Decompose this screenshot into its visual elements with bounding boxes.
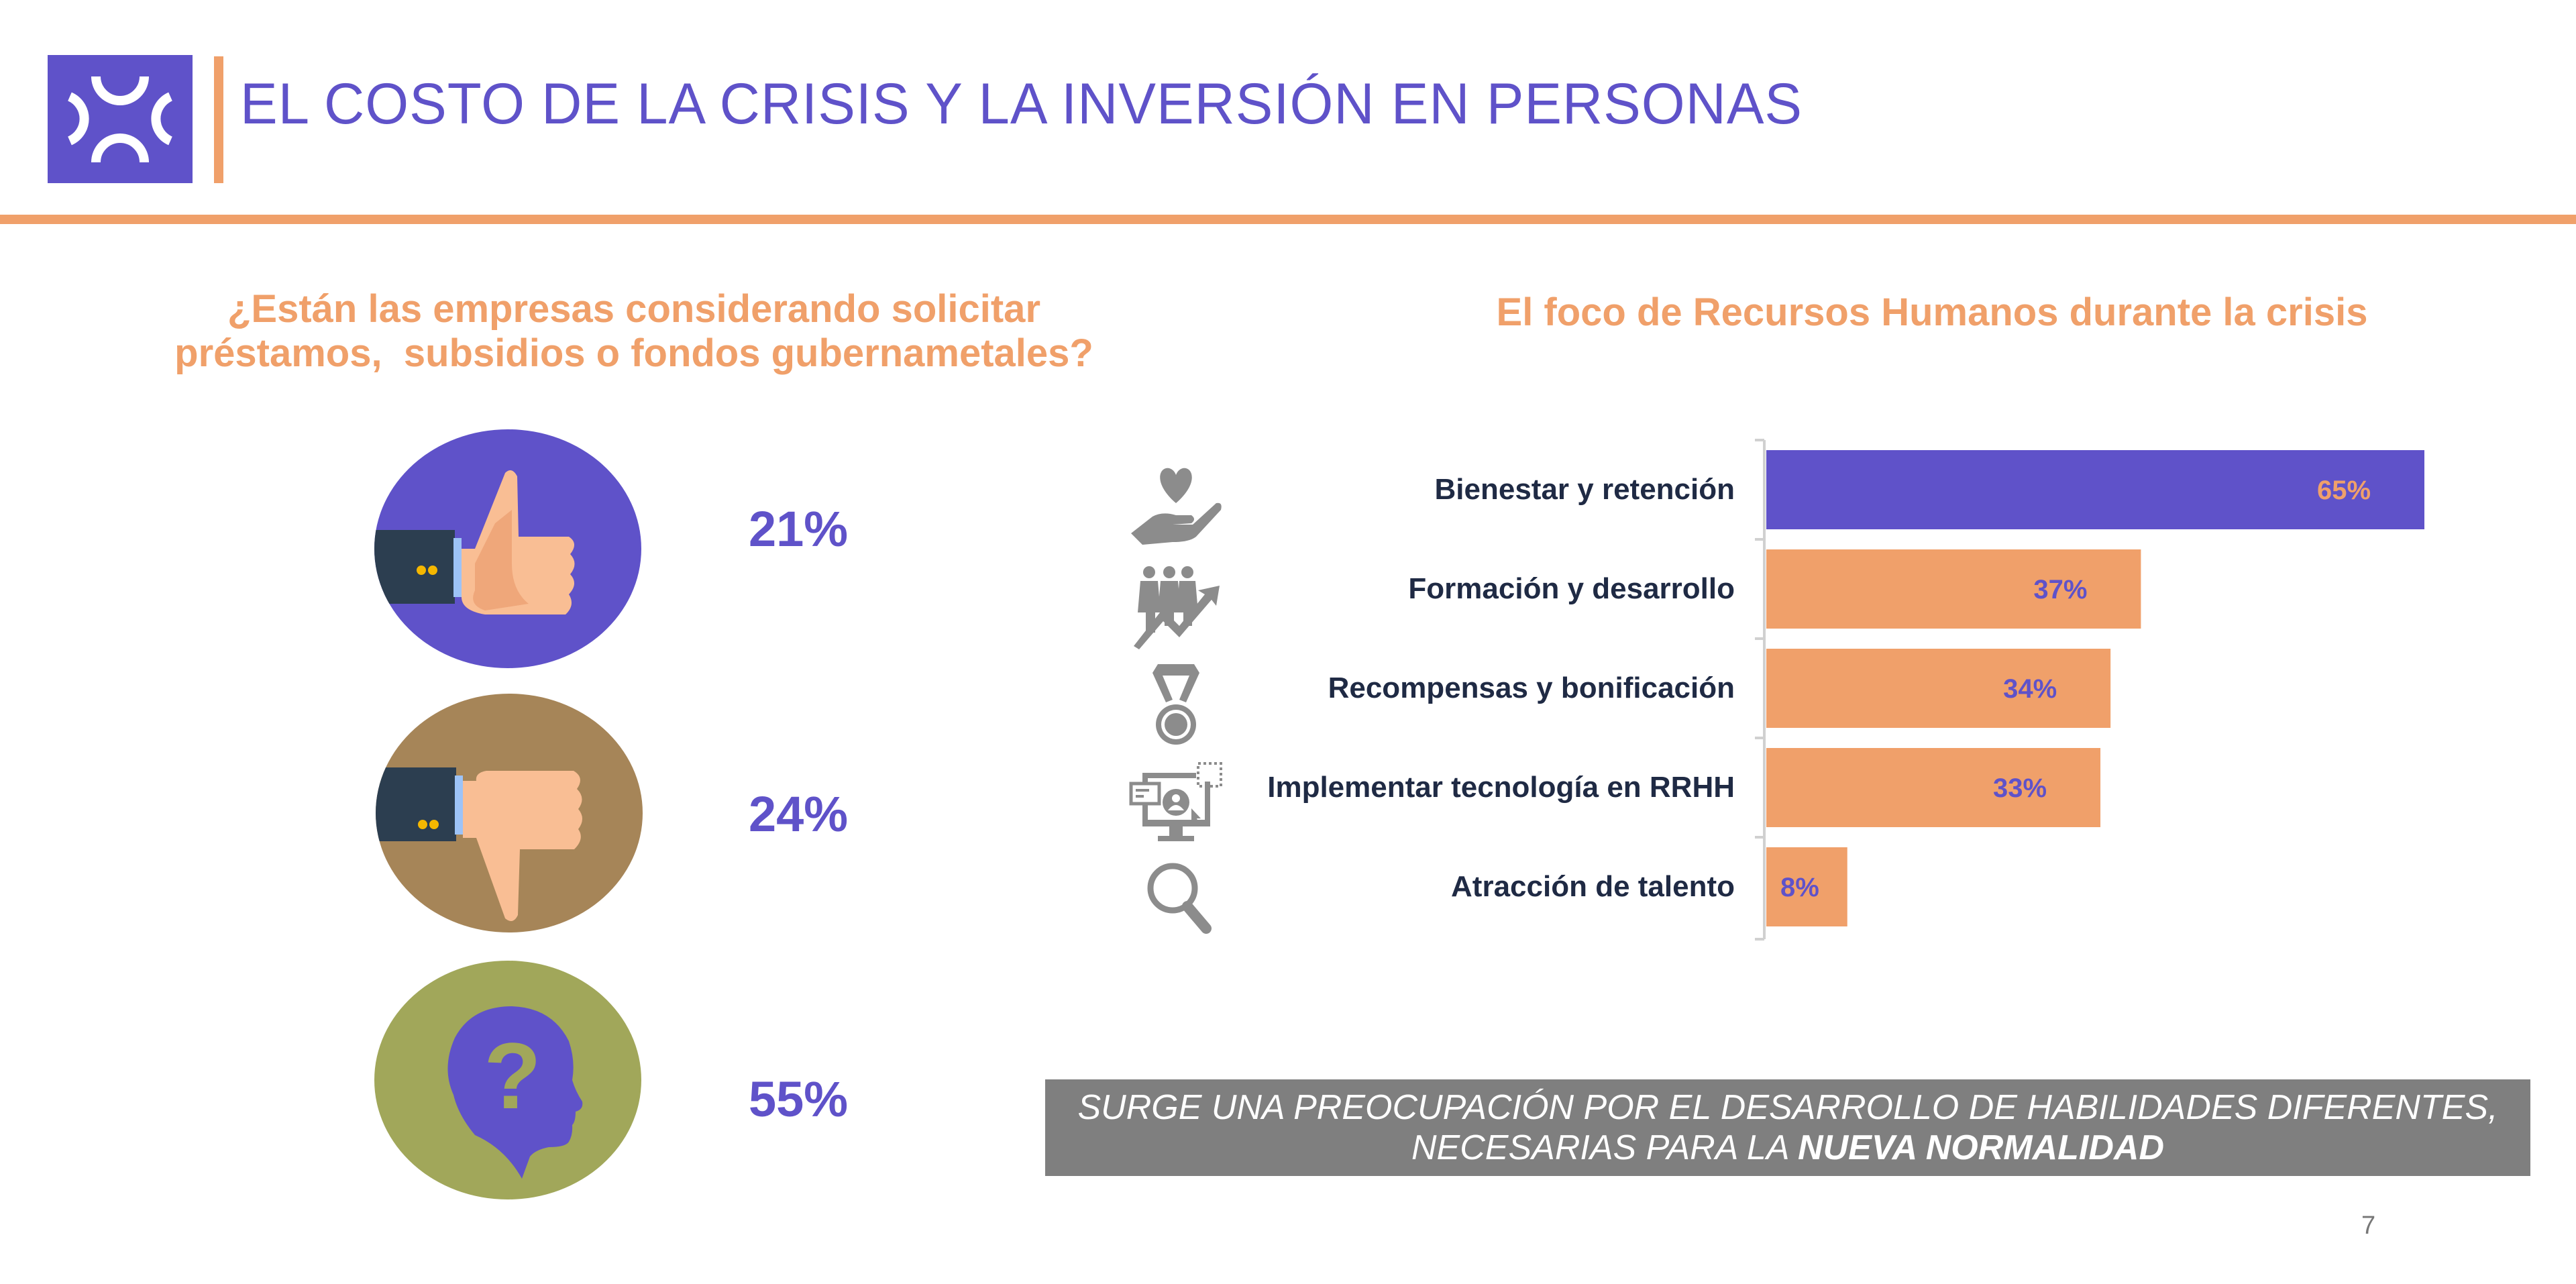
heart-hand-icon xyxy=(1126,463,1226,550)
hr-focus-bar-chart: 65% 37% 34% 33% 8% xyxy=(1100,429,2509,953)
category-label: Recompensas y bonificación xyxy=(1328,672,1735,704)
category-label: Formación y desarrollo xyxy=(1408,572,1735,605)
thumbs-down-icon xyxy=(376,767,582,921)
left-question: ¿Están las empresas considerando solicit… xyxy=(121,287,1147,376)
medal-icon xyxy=(1126,661,1226,748)
magnifier-icon xyxy=(1126,856,1226,943)
bar-value-label: 34% xyxy=(2003,674,2057,704)
answer-no-percent: 24% xyxy=(749,786,849,842)
head-question-icon: ? xyxy=(447,1006,583,1179)
bar-value-label: 8% xyxy=(1780,873,1819,902)
banner-line2-prefix: NECESARIAS PARA LA xyxy=(1411,1128,1799,1167)
category-label: Implementar tecnología en RRHH xyxy=(1267,771,1735,804)
banner-line2: NECESARIAS PARA LA NUEVA NORMALIDAD xyxy=(1045,1128,2530,1168)
title-accent-bar xyxy=(214,56,223,183)
answer-undecided-circle: ? xyxy=(374,961,641,1199)
monitor-user-icon xyxy=(1126,758,1226,845)
answer-yes-percent: 21% xyxy=(749,501,849,557)
brackets-x-logo-icon xyxy=(67,76,173,163)
left-question-line2: préstamos, subsidios o fondos gubernamet… xyxy=(174,331,1093,375)
bar-1 xyxy=(1766,450,2424,529)
conclusion-banner: SURGE UNA PREOCUPACIÓN POR EL DESARROLLO… xyxy=(1045,1079,2530,1176)
company-logo xyxy=(48,55,193,183)
answer-no-circle xyxy=(376,694,643,932)
answer-yes-circle xyxy=(374,429,641,668)
page-number: 7 xyxy=(2361,1212,2376,1240)
header-divider xyxy=(0,215,2576,224)
bar-2 xyxy=(1766,549,2141,629)
answer-undecided-percent: 55% xyxy=(749,1071,849,1127)
left-question-line1: ¿Están las empresas considerando solicit… xyxy=(227,287,1041,331)
page-title: EL COSTO DE LA CRISIS Y LA INVERSIÓN EN … xyxy=(240,72,1803,136)
bar-3 xyxy=(1766,649,2111,728)
category-label: Atracción de talento xyxy=(1451,870,1735,903)
people-growth-icon xyxy=(1126,562,1226,649)
bar-5 xyxy=(1766,847,1847,926)
bar-value-label: 37% xyxy=(2033,575,2087,604)
bar-4 xyxy=(1766,748,2101,827)
category-label: Bienestar y retención xyxy=(1434,473,1735,506)
banner-line1: SURGE UNA PREOCUPACIÓN POR EL DESARROLLO… xyxy=(1077,1088,2498,1127)
bar-value-label: 33% xyxy=(1993,773,2047,803)
svg-text:?: ? xyxy=(484,1023,541,1128)
chart-canvas: 65% 37% 34% 33% 8% xyxy=(1755,439,2424,941)
banner-highlight: NUEVA NORMALIDAD xyxy=(1798,1128,2165,1167)
chart-title: El foco de Recursos Humanos durante la c… xyxy=(1496,290,2368,334)
bar-value-label: 65% xyxy=(2317,476,2371,505)
thumbs-up-icon xyxy=(374,470,575,614)
